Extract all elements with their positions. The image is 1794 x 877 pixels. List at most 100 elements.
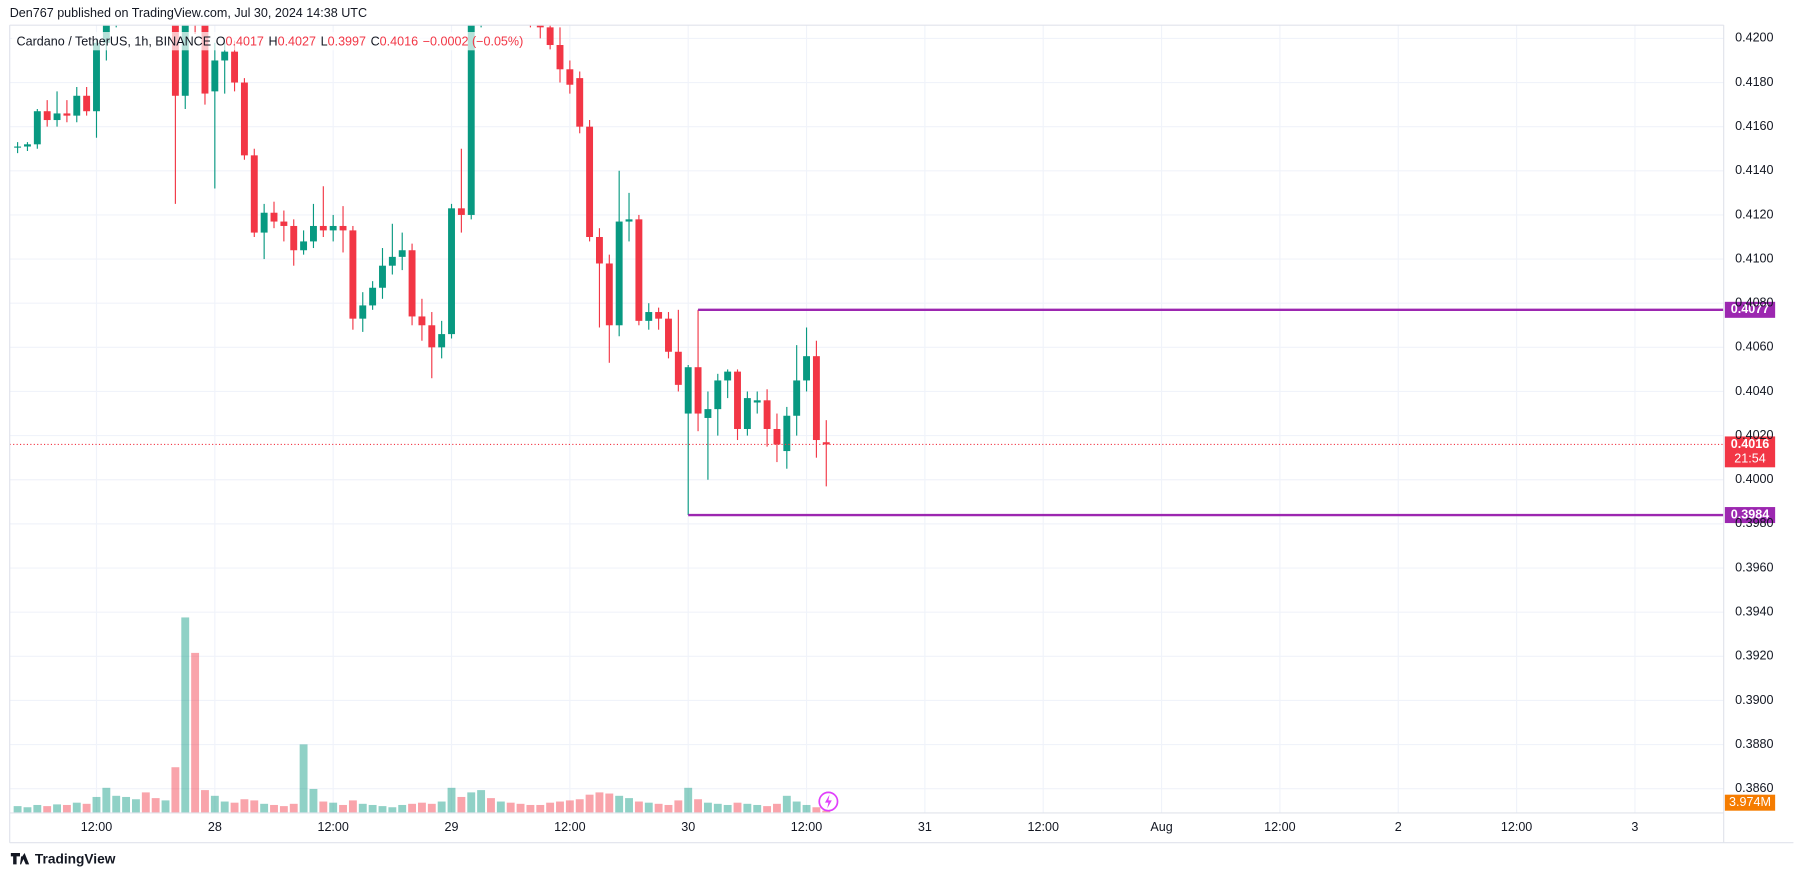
volume-bar (802, 804, 811, 813)
volume-bar (23, 807, 32, 813)
volume-bar (743, 803, 752, 813)
volume-bar (536, 804, 545, 813)
candle-body (280, 221, 288, 226)
volume-bar (230, 802, 239, 813)
candle-body (625, 219, 633, 222)
volume-bar (408, 803, 417, 813)
price-label: 0.4016 (1731, 437, 1769, 451)
y-tick-label: 0.4080 (1735, 296, 1773, 310)
volume-bar (773, 803, 781, 813)
candle-body (438, 334, 446, 348)
x-tick-label: 12:00 (1264, 820, 1295, 834)
candle-body (704, 409, 712, 418)
candle-body (684, 367, 692, 414)
volume-bar (634, 801, 643, 813)
candle-body (803, 356, 810, 381)
candle-body (783, 415, 791, 452)
y-tick-label: 0.4200 (1735, 31, 1773, 45)
x-tick-label: 29 (445, 820, 459, 834)
volume-bar (763, 806, 772, 813)
y-tick-label: 0.3880 (1735, 737, 1773, 751)
x-tick-label: 2 (1395, 820, 1402, 834)
x-tick-label: 12:00 (317, 820, 348, 834)
volume-label-bg (1724, 794, 1776, 811)
volume-bar (703, 802, 712, 813)
candle-body (674, 351, 682, 385)
volume-bar (43, 806, 52, 813)
candle-body (714, 380, 722, 410)
volume-bar (615, 795, 624, 813)
volume-bar (575, 799, 584, 813)
grid (9, 25, 1724, 813)
volume-bar (782, 795, 791, 813)
volume-bar (733, 802, 742, 813)
candle-body (53, 113, 61, 121)
candle-body (428, 325, 436, 348)
candle-body (14, 146, 22, 148)
candle-body (24, 144, 31, 147)
x-tick-label: 12:00 (1028, 820, 1059, 834)
y-tick-label: 0.4000 (1735, 472, 1773, 486)
volume-bar (210, 795, 219, 813)
volume-bar (112, 795, 121, 813)
candle-body (63, 113, 71, 116)
x-tick-label: 12:00 (791, 820, 822, 834)
volume-bar (723, 804, 732, 813)
candle-body (221, 51, 229, 61)
change: −0.0002 (−0.05%) (423, 35, 524, 49)
volume-bar (437, 801, 446, 813)
volume-bar (654, 803, 663, 813)
countdown: 21:54 (1734, 452, 1765, 466)
candle-body (181, 25, 189, 96)
candle-body (33, 111, 41, 145)
volume-bar (398, 804, 407, 813)
candle-body (270, 212, 278, 222)
y-tick-label: 0.3940 (1735, 604, 1773, 618)
y-tick-label: 0.3900 (1735, 693, 1773, 707)
volume-bar (792, 801, 801, 813)
volume-bar (427, 803, 436, 813)
volume-bar (822, 810, 831, 813)
volume-bar (358, 803, 367, 813)
symbol: Cardano / TetherUS, 1h, BINANCE (17, 35, 212, 49)
volume-bar (171, 767, 180, 813)
volume-bar (33, 804, 42, 813)
candle-body (73, 95, 81, 116)
volume-bar (417, 802, 426, 813)
volume-bar (506, 802, 515, 813)
y-tick-label: 0.4120 (1735, 207, 1773, 221)
candle-body (231, 51, 239, 83)
candle-body (645, 312, 653, 321)
volume-bar (62, 804, 71, 813)
volume-bar (270, 804, 278, 813)
candle-body (605, 263, 613, 326)
volume-bar (201, 790, 209, 813)
o-key: O (216, 35, 226, 49)
published-note: Den767 published on TradingView.com, Jul… (10, 6, 367, 20)
candle-body (201, 25, 209, 94)
level-label-bg (1724, 507, 1776, 524)
candles (14, 25, 830, 516)
volume-bar (546, 802, 555, 813)
candle-body (615, 221, 623, 326)
x-tick-label: 12:00 (554, 820, 585, 834)
candle-body (576, 78, 584, 127)
volume-bar (753, 804, 762, 813)
candle-body (359, 305, 367, 319)
candle-body (310, 225, 317, 242)
x-tick-label: Aug (1150, 820, 1172, 834)
x-tick-label: 30 (681, 820, 695, 834)
l-value: 0.3997 (328, 35, 366, 49)
candle-body (743, 398, 751, 429)
candle-body (379, 265, 386, 288)
volume-bar (516, 803, 525, 813)
bolt-icon[interactable] (818, 791, 839, 812)
candle-body (694, 367, 702, 414)
logo: TradingView (10, 851, 116, 866)
candle-body (171, 25, 179, 96)
volume-bar (713, 803, 722, 813)
y-tick-label: 0.4100 (1735, 251, 1773, 265)
volume-bar (102, 787, 111, 813)
